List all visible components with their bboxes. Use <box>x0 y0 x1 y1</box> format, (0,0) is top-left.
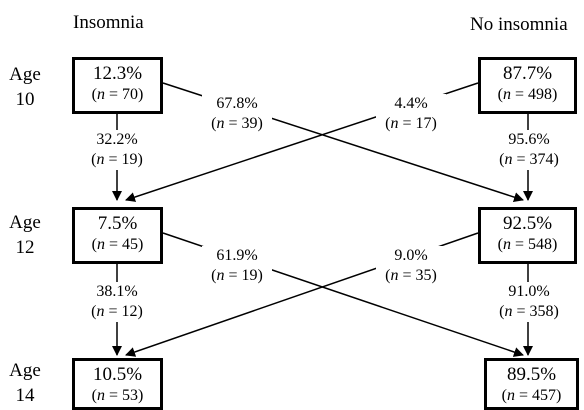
transition-label-ins12-no14: 61.9% (n = 19) <box>202 246 272 286</box>
node-count: (n = 45) <box>91 236 144 253</box>
transition-label-ins10-no12: 67.8% (n = 39) <box>202 94 272 134</box>
transition-label-ins10-ins12: 32.2% (n = 19) <box>82 130 152 170</box>
node-insomnia-age14: 10.5% (n = 53) <box>72 358 163 410</box>
node-no-insomnia-age10: 87.7% (n = 498) <box>478 57 577 114</box>
heading-insomnia: Insomnia <box>73 12 144 33</box>
transition-label-no10-no12: 95.6% (n = 374) <box>490 130 568 170</box>
node-count: (n = 457) <box>501 387 562 404</box>
age-label-14: Age 14 <box>0 358 50 408</box>
node-percent: 89.5% <box>506 364 557 385</box>
node-count: (n = 548) <box>497 236 558 253</box>
node-no-insomnia-age14: 89.5% (n = 457) <box>484 358 579 410</box>
age-label-word: Age <box>9 212 41 233</box>
node-count: (n = 498) <box>497 86 558 103</box>
transition-label-ins12-ins14: 38.1% (n = 12) <box>82 282 152 322</box>
node-count: (n = 70) <box>91 86 144 103</box>
transition-label-no12-ins14: 9.0% (n = 35) <box>376 246 446 286</box>
node-insomnia-age12: 7.5% (n = 45) <box>72 207 163 264</box>
node-percent: 87.7% <box>502 63 553 84</box>
age-label-value: 10 <box>15 89 35 110</box>
age-label-word: Age <box>9 360 41 381</box>
heading-no-insomnia: No insomnia <box>470 14 568 35</box>
node-insomnia-age10: 12.3% (n = 70) <box>72 57 163 114</box>
age-label-12: Age 12 <box>0 210 50 260</box>
node-no-insomnia-age12: 92.5% (n = 548) <box>478 207 577 264</box>
transition-label-no12-no14: 91.0% (n = 358) <box>490 282 568 322</box>
node-percent: 12.3% <box>92 63 143 84</box>
node-percent: 7.5% <box>97 213 138 234</box>
transition-label-no10-ins12: 4.4% (n = 17) <box>376 94 446 134</box>
age-label-value: 14 <box>15 385 35 406</box>
age-label-value: 12 <box>15 237 35 258</box>
node-percent: 92.5% <box>502 213 553 234</box>
age-label-word: Age <box>9 64 41 85</box>
node-count: (n = 53) <box>91 387 144 404</box>
node-percent: 10.5% <box>92 364 143 385</box>
age-label-10: Age 10 <box>0 62 50 112</box>
